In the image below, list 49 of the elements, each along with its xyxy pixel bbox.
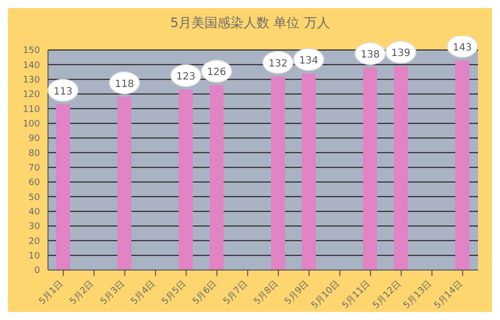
x-tick-label: 5月2日 — [68, 279, 96, 307]
bar — [302, 73, 316, 270]
x-tick-label: 5月12日 — [371, 279, 404, 312]
data-label: 126 — [207, 67, 226, 78]
bar — [363, 68, 378, 270]
y-tick-label: 60 — [28, 178, 40, 188]
y-tick-label: 110 — [22, 104, 40, 115]
data-label: 134 — [299, 55, 318, 66]
x-tick-label: 5月7日 — [222, 279, 250, 307]
bar — [394, 66, 408, 270]
data-label: 143 — [452, 42, 472, 54]
bar — [117, 96, 132, 270]
x-tick-label: 5月14日 — [432, 279, 465, 312]
bar — [455, 60, 470, 270]
x-tick-label: 5月1日 — [38, 279, 66, 307]
bar — [178, 90, 193, 270]
y-tick-label: 120 — [22, 90, 40, 100]
bar — [56, 104, 70, 270]
data-label: 138 — [360, 50, 380, 61]
bar — [210, 85, 224, 270]
data-label: 132 — [268, 58, 288, 70]
y-tick-label: 80 — [28, 148, 40, 159]
data-label: 123 — [176, 72, 196, 83]
chart-title: 5月美国感染人数 单位 万人 — [169, 15, 331, 33]
y-tick-label: 50 — [28, 192, 40, 203]
y-tick-label: 40 — [28, 208, 40, 218]
y-tick-label: 100 — [22, 120, 40, 130]
x-tick-label: 5月13日 — [402, 279, 434, 312]
data-label: 118 — [114, 78, 134, 90]
y-tick-label: 90 — [28, 134, 40, 144]
x-tick-label: 5月3日 — [99, 279, 127, 307]
y-tick-label: 0 — [34, 266, 40, 276]
y-tick-label: 70 — [28, 164, 40, 174]
x-tick-label: 5月11日 — [340, 279, 373, 312]
data-label: 113 — [53, 86, 73, 98]
y-tick-label: 150 — [22, 46, 40, 56]
x-tick-label: 5月10日 — [310, 279, 342, 312]
x-tick-label: 5月6日 — [191, 279, 220, 307]
x-tick-label: 5月9日 — [283, 279, 312, 307]
y-tick-label: 20 — [28, 236, 40, 247]
y-tick-label: 130 — [22, 76, 40, 86]
y-tick-label: 30 — [28, 222, 40, 232]
x-tick-label: 5月4日 — [130, 279, 158, 307]
data-label: 139 — [391, 48, 410, 60]
y-tick-label: 10 — [28, 252, 40, 262]
y-tick-label: 140 — [22, 60, 40, 71]
bar — [271, 76, 285, 270]
x-tick-label: 5月5日 — [160, 279, 188, 307]
x-tick-label: 5月8日 — [252, 279, 280, 307]
